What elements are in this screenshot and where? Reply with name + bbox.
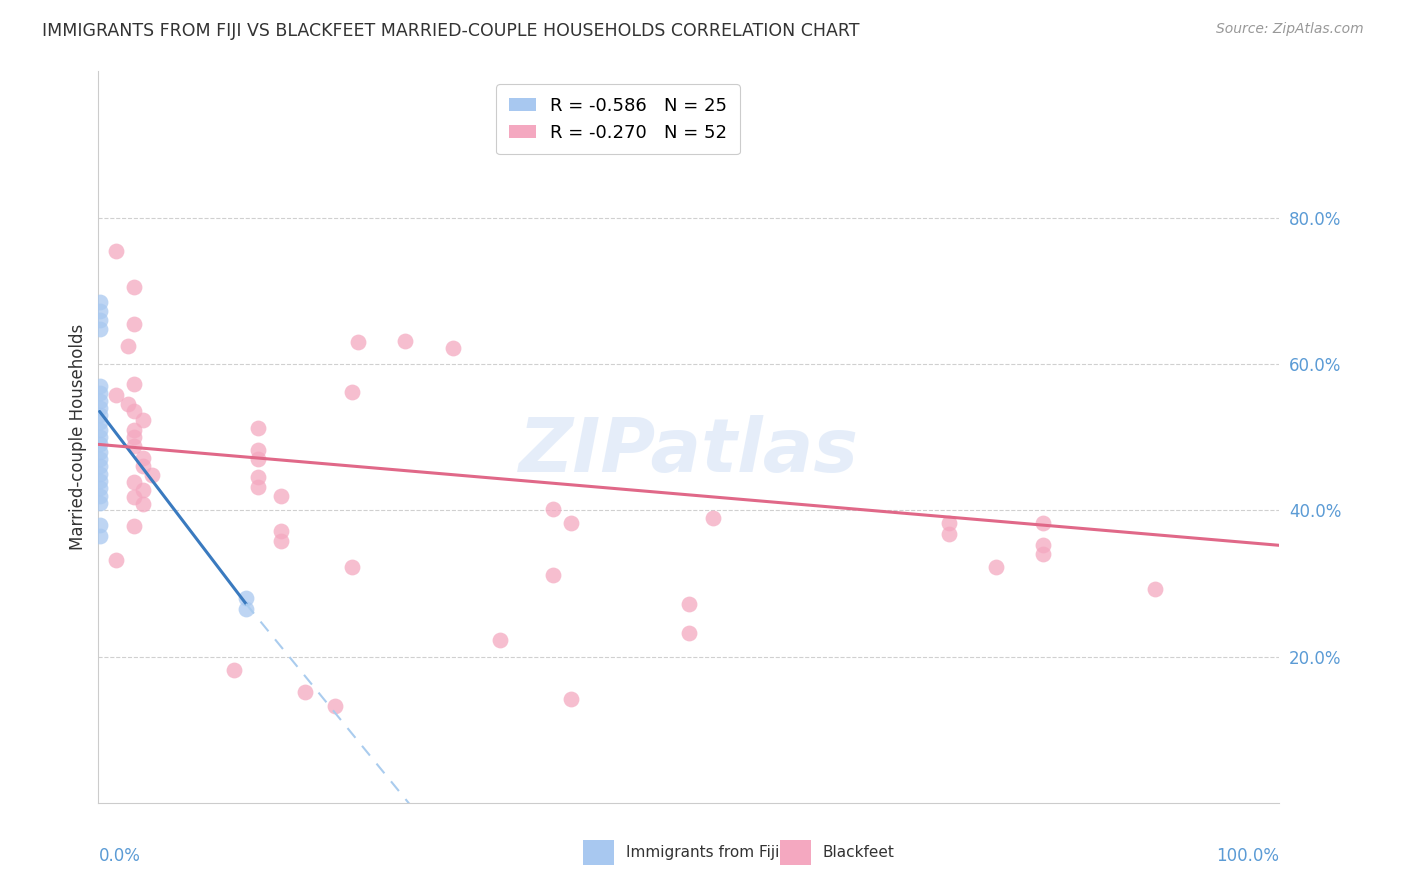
Text: IMMIGRANTS FROM FIJI VS BLACKFEET MARRIED-COUPLE HOUSEHOLDS CORRELATION CHART: IMMIGRANTS FROM FIJI VS BLACKFEET MARRIE… xyxy=(42,22,859,40)
Point xyxy=(122,404,145,418)
Point xyxy=(122,475,145,490)
Point xyxy=(132,497,155,511)
Point xyxy=(89,459,111,474)
Point xyxy=(246,443,269,458)
Point xyxy=(541,567,564,582)
Point xyxy=(89,393,111,408)
Point xyxy=(938,526,960,541)
Point xyxy=(235,591,257,605)
Point xyxy=(89,437,111,451)
Point xyxy=(89,294,111,309)
Point xyxy=(89,444,111,458)
Text: 100.0%: 100.0% xyxy=(1216,847,1279,865)
Point xyxy=(132,450,155,465)
Point xyxy=(246,470,269,484)
Point xyxy=(132,459,155,474)
Point xyxy=(89,379,111,393)
Point xyxy=(132,413,155,427)
Point xyxy=(89,430,111,444)
Point xyxy=(342,560,364,574)
Point xyxy=(89,408,111,422)
Point xyxy=(235,602,257,616)
Point xyxy=(394,334,416,348)
Point xyxy=(89,529,111,543)
Point xyxy=(122,439,145,453)
Point xyxy=(89,416,111,430)
Point xyxy=(560,516,582,531)
Point xyxy=(89,474,111,488)
Point xyxy=(89,401,111,415)
Point xyxy=(89,467,111,481)
Point xyxy=(1032,547,1054,561)
Text: Immigrants from Fiji: Immigrants from Fiji xyxy=(626,846,779,860)
Point xyxy=(122,423,145,437)
Point xyxy=(89,452,111,467)
Point xyxy=(89,496,111,510)
Text: ZIPatlas: ZIPatlas xyxy=(519,415,859,488)
Point xyxy=(89,322,111,336)
Point xyxy=(489,633,512,648)
Text: Source: ZipAtlas.com: Source: ZipAtlas.com xyxy=(1216,22,1364,37)
Point xyxy=(1032,538,1054,552)
Point xyxy=(246,480,269,494)
Point xyxy=(105,244,128,258)
Text: Blackfeet: Blackfeet xyxy=(823,846,894,860)
Point xyxy=(105,553,128,567)
Y-axis label: Married-couple Households: Married-couple Households xyxy=(69,324,87,550)
Point xyxy=(678,626,700,640)
Point xyxy=(224,663,246,677)
Point xyxy=(702,510,724,524)
Point xyxy=(984,560,1007,574)
Point xyxy=(105,387,128,401)
Point xyxy=(323,699,346,714)
Point xyxy=(246,421,269,435)
Point xyxy=(1144,582,1167,597)
Point xyxy=(342,384,364,399)
Point xyxy=(122,430,145,444)
Point xyxy=(270,489,292,503)
Legend: R = -0.586   N = 25, R = -0.270   N = 52: R = -0.586 N = 25, R = -0.270 N = 52 xyxy=(496,84,740,154)
Point xyxy=(122,490,145,504)
Point xyxy=(347,334,370,349)
Point xyxy=(141,468,163,483)
Point xyxy=(122,377,145,392)
Point xyxy=(89,313,111,327)
Point xyxy=(246,452,269,467)
Point xyxy=(122,519,145,533)
Point xyxy=(89,517,111,532)
Point xyxy=(441,341,464,355)
Point xyxy=(89,481,111,495)
Point xyxy=(89,304,111,318)
Point xyxy=(117,338,139,352)
Point xyxy=(541,501,564,516)
Point xyxy=(89,386,111,401)
Point xyxy=(117,397,139,411)
Point xyxy=(270,533,292,548)
Point xyxy=(678,597,700,611)
Text: 0.0%: 0.0% xyxy=(98,847,141,865)
Point xyxy=(294,684,316,698)
Point xyxy=(122,317,145,331)
Point xyxy=(122,280,145,294)
Point xyxy=(1032,516,1054,531)
Point xyxy=(89,423,111,437)
Point xyxy=(89,489,111,503)
Point xyxy=(938,516,960,531)
Point xyxy=(132,483,155,497)
Point xyxy=(270,524,292,538)
Point xyxy=(560,692,582,706)
